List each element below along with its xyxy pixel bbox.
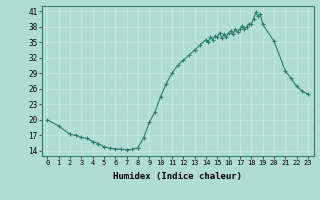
X-axis label: Humidex (Indice chaleur): Humidex (Indice chaleur) xyxy=(113,172,242,181)
